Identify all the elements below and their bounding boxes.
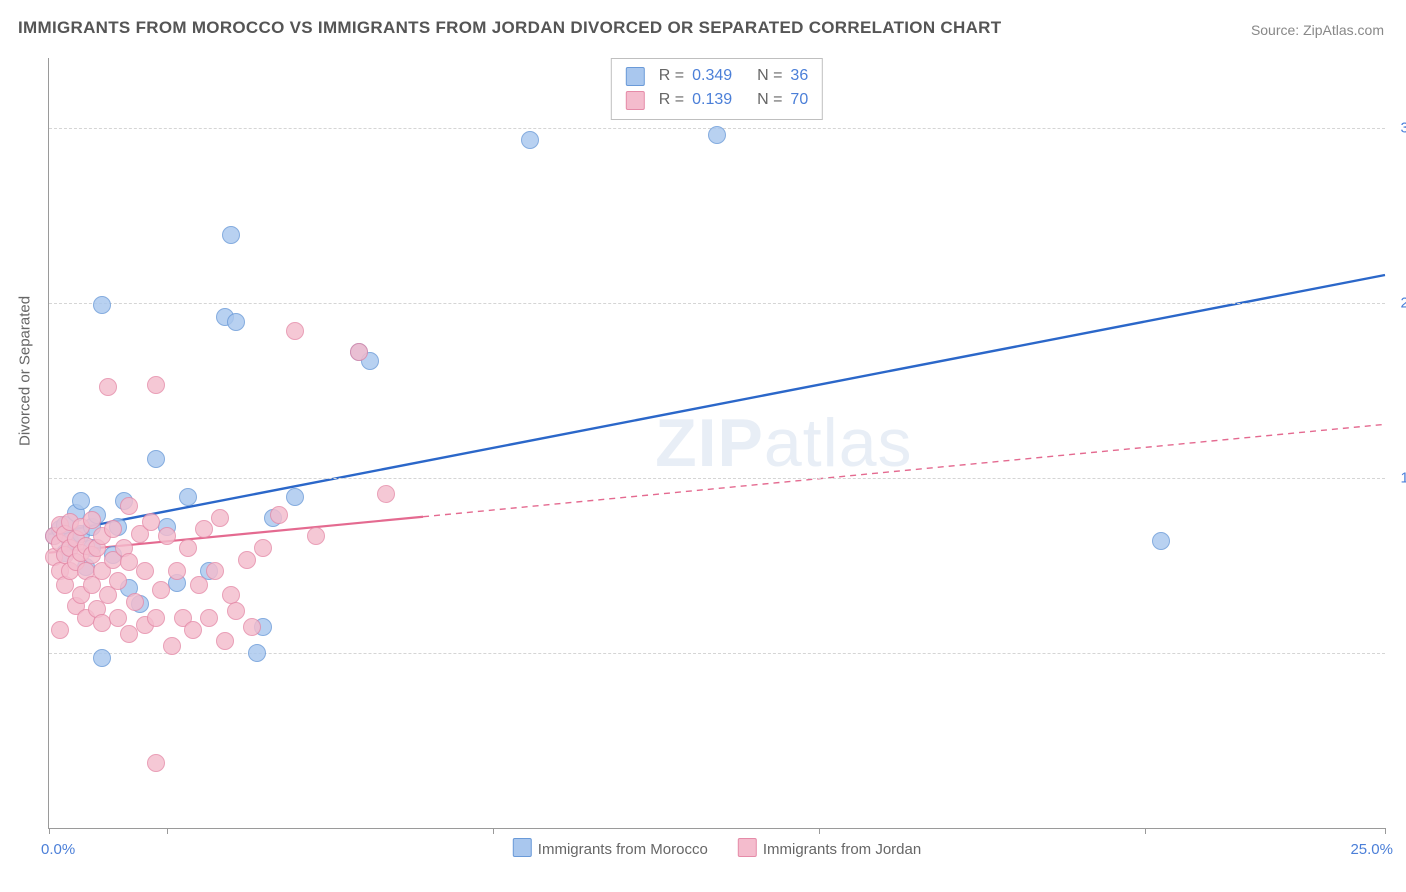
x-tick xyxy=(819,828,820,834)
scatter-point xyxy=(227,313,245,331)
r-value: 0.139 xyxy=(692,88,732,112)
scatter-point xyxy=(93,649,111,667)
n-value: 36 xyxy=(790,64,808,88)
scatter-point xyxy=(286,488,304,506)
scatter-point xyxy=(147,450,165,468)
legend-item: Immigrants from Jordan xyxy=(738,838,921,858)
scatter-point xyxy=(190,576,208,594)
scatter-point xyxy=(248,644,266,662)
scatter-point xyxy=(120,625,138,643)
gridline xyxy=(49,303,1385,304)
stats-row: R = 0.349 N = 36 xyxy=(626,64,808,88)
scatter-point xyxy=(222,226,240,244)
n-label: N = xyxy=(757,64,782,88)
scatter-point xyxy=(270,506,288,524)
scatter-point xyxy=(238,551,256,569)
scatter-point xyxy=(109,609,127,627)
scatter-point xyxy=(179,488,197,506)
trend-lines xyxy=(49,58,1385,828)
scatter-point xyxy=(254,539,272,557)
scatter-point xyxy=(184,621,202,639)
chart-title: IMMIGRANTS FROM MOROCCO VS IMMIGRANTS FR… xyxy=(18,18,1001,38)
scatter-point xyxy=(179,539,197,557)
scatter-point xyxy=(51,621,69,639)
scatter-point xyxy=(104,520,122,538)
n-value: 70 xyxy=(790,88,808,112)
scatter-point xyxy=(222,586,240,604)
scatter-point xyxy=(168,562,186,580)
scatter-point xyxy=(120,497,138,515)
gridline xyxy=(49,478,1385,479)
scatter-point xyxy=(195,520,213,538)
scatter-point xyxy=(206,562,224,580)
scatter-point xyxy=(243,618,261,636)
scatter-point xyxy=(83,511,101,529)
y-tick-label: 22.5% xyxy=(1400,295,1406,312)
scatter-point xyxy=(99,378,117,396)
x-tick xyxy=(1145,828,1146,834)
swatch xyxy=(513,838,532,857)
scatter-point xyxy=(163,637,181,655)
scatter-point xyxy=(286,322,304,340)
scatter-point xyxy=(708,126,726,144)
scatter-point xyxy=(109,572,127,590)
stats-legend: R = 0.349 N = 36R = 0.139 N = 70 xyxy=(611,58,823,120)
source-label: Source: ZipAtlas.com xyxy=(1251,22,1384,38)
scatter-point xyxy=(216,632,234,650)
r-value: 0.349 xyxy=(692,64,732,88)
x-axis-start: 0.0% xyxy=(41,841,75,858)
r-label: R = xyxy=(659,64,684,88)
scatter-point xyxy=(147,754,165,772)
x-tick xyxy=(1385,828,1386,834)
n-label: N = xyxy=(757,88,782,112)
scatter-point xyxy=(126,593,144,611)
scatter-point xyxy=(158,527,176,545)
scatter-point xyxy=(142,513,160,531)
y-tick-label: 30.0% xyxy=(1400,120,1406,137)
scatter-point xyxy=(93,296,111,314)
scatter-point xyxy=(350,343,368,361)
scatter-point xyxy=(152,581,170,599)
scatter-point xyxy=(72,492,90,510)
x-tick xyxy=(167,828,168,834)
y-tick-label: 15.0% xyxy=(1400,470,1406,487)
swatch xyxy=(738,838,757,857)
scatter-point xyxy=(377,485,395,503)
r-label: R = xyxy=(659,88,684,112)
wm-rest: atlas xyxy=(764,405,913,481)
series-legend: Immigrants from Morocco Immigrants from J… xyxy=(513,838,921,858)
legend-item: Immigrants from Morocco xyxy=(513,838,708,858)
swatch xyxy=(626,91,645,110)
y-axis-label: Divorced or Separated xyxy=(17,296,34,446)
scatter-point xyxy=(136,562,154,580)
scatter-point xyxy=(521,131,539,149)
wm-bold: ZIP xyxy=(655,405,764,481)
scatter-plot: ZIPatlas R = 0.349 N = 36R = 0.139 N = 7… xyxy=(48,58,1385,829)
x-axis-end: 25.0% xyxy=(1350,841,1393,858)
scatter-point xyxy=(227,602,245,620)
scatter-point xyxy=(307,527,325,545)
scatter-point xyxy=(211,509,229,527)
scatter-point xyxy=(147,609,165,627)
x-tick xyxy=(49,828,50,834)
x-tick xyxy=(493,828,494,834)
stats-row: R = 0.139 N = 70 xyxy=(626,88,808,112)
swatch xyxy=(626,67,645,86)
scatter-point xyxy=(1152,532,1170,550)
scatter-point xyxy=(200,609,218,627)
watermark: ZIPatlas xyxy=(655,404,912,482)
scatter-point xyxy=(147,376,165,394)
